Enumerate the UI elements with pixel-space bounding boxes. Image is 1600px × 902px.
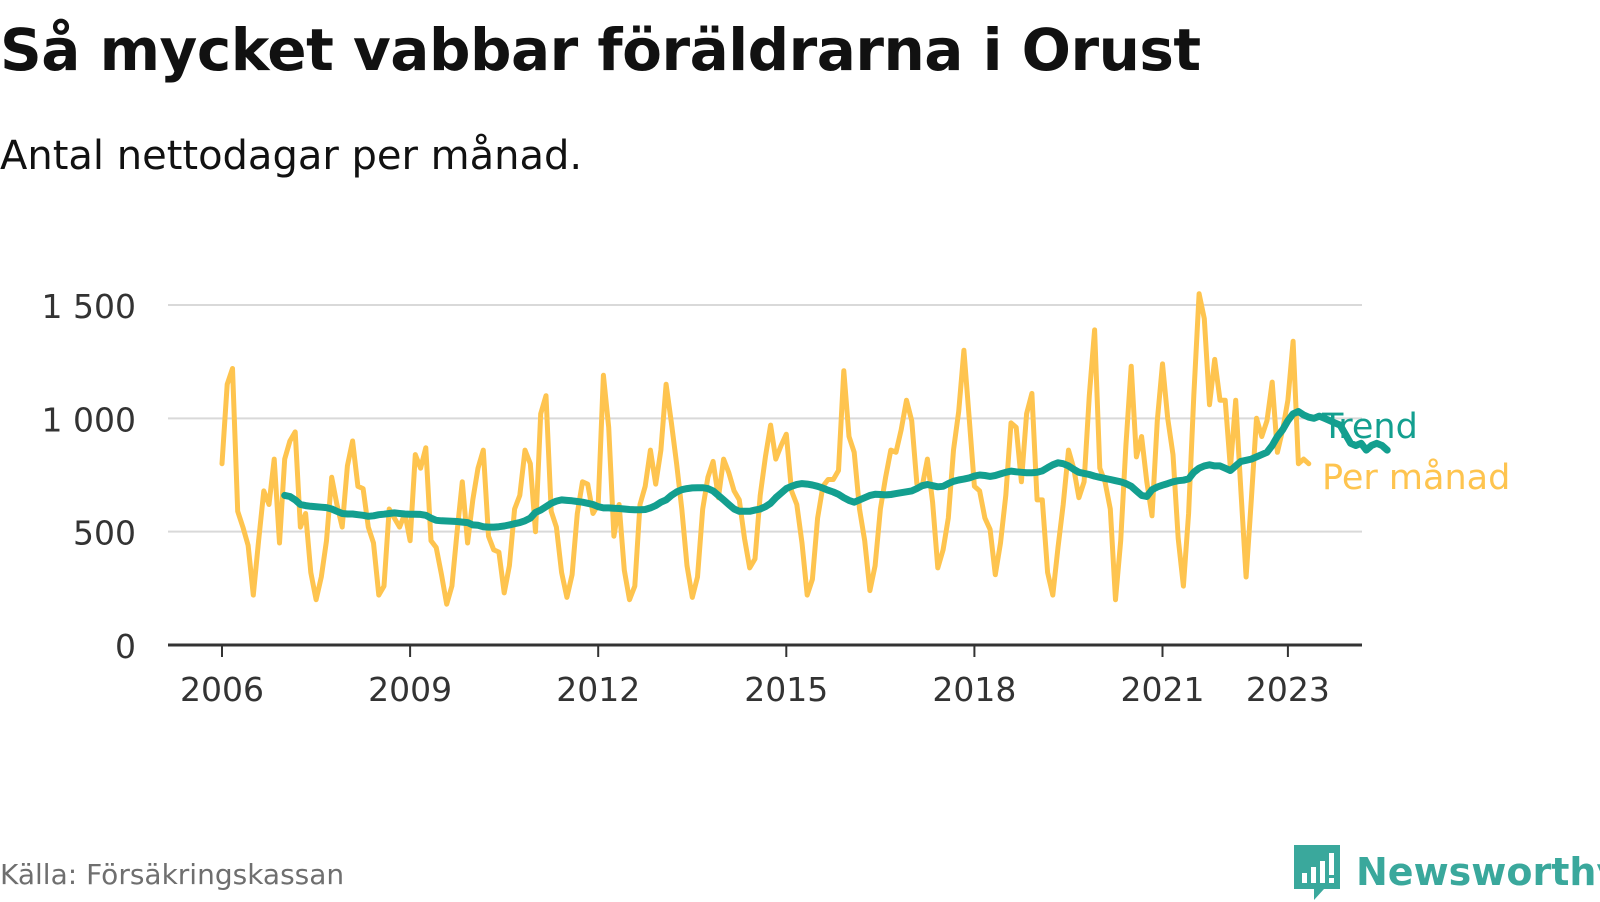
y-tick-label: 1 500 — [42, 287, 136, 326]
x-tick-label: 2015 — [744, 670, 828, 709]
x-tick-label: 2009 — [368, 670, 452, 709]
chart-title: Så mycket vabbar föräldrarna i Orust — [0, 16, 1201, 84]
x-tick-label: 2006 — [180, 670, 264, 709]
brand-name: Newsworthy — [1356, 850, 1600, 894]
y-tick-label: 500 — [73, 514, 136, 553]
x-tick-label: 2021 — [1121, 670, 1205, 709]
series-labels: Per månad Trend — [1321, 407, 1510, 498]
x-axis-ticks: 2006 2009 2012 2015 2018 2021 2023 — [180, 645, 1330, 709]
newsworthy-logo-icon — [1294, 845, 1340, 900]
series-lines — [219, 291, 1391, 607]
x-tick-label: 2018 — [932, 670, 1016, 709]
series-line-per-manad — [219, 291, 1312, 607]
y-axis-ticks: 0 500 1 000 1 500 — [42, 287, 136, 666]
y-tick-label: 0 — [115, 627, 136, 666]
brand-logo[interactable]: Newsworthy — [1292, 842, 1600, 902]
series-line-trend — [281, 408, 1391, 531]
x-tick-label: 2012 — [556, 670, 640, 709]
y-tick-label: 1 000 — [42, 400, 136, 439]
chart-subtitle: Antal nettodagar per månad. — [0, 133, 583, 179]
series-label-per-manad: Per månad — [1322, 457, 1510, 498]
x-tick-label: 2023 — [1246, 670, 1330, 709]
series-label-trend: Trend — [1321, 407, 1418, 447]
grid-lines — [168, 304, 1362, 533]
source-note: Källa: Försäkringskassan — [0, 858, 345, 891]
